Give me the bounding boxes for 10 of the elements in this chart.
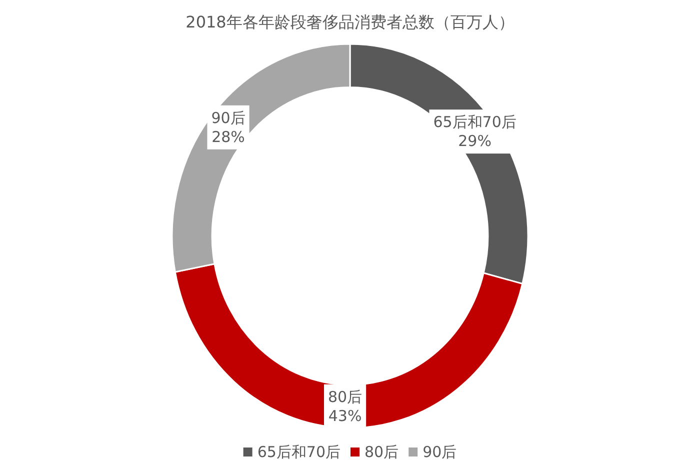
data-label: 29% xyxy=(458,132,492,150)
slice-label: 80后 xyxy=(328,388,362,406)
chart-title: 2018年各年龄段奢侈品消费者总数（百万人） xyxy=(186,12,514,32)
legend-label: 80后 xyxy=(364,443,399,461)
legend-label: 90后 xyxy=(422,443,457,461)
data-label: 28% xyxy=(212,128,245,146)
data-label: 43% xyxy=(328,406,362,425)
slice-label: 90后 xyxy=(211,108,246,127)
legend-label: 65后和70后 xyxy=(257,443,340,461)
slice-label: 65后和70后 xyxy=(433,113,516,132)
